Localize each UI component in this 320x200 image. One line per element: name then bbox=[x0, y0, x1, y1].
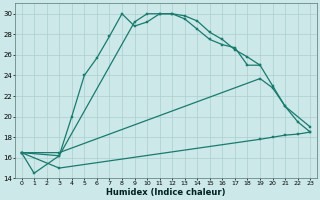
X-axis label: Humidex (Indice chaleur): Humidex (Indice chaleur) bbox=[106, 188, 226, 197]
